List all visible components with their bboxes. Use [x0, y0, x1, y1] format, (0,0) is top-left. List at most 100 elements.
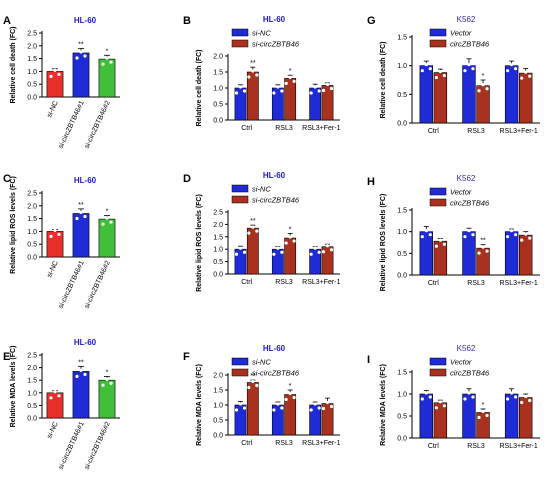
- replicate-dot: [309, 408, 313, 412]
- replicate-dot: [424, 63, 428, 67]
- y-axis-label: Relative lipid ROS levels (FC): [196, 194, 203, 292]
- x-tick-label: si-circZBTB46#1: [58, 260, 86, 310]
- legend-label: circZBTB46: [450, 40, 490, 49]
- significance-mark: *: [482, 73, 485, 80]
- legend: Vector circZBTB46: [429, 358, 490, 378]
- replicate-dot: [520, 238, 524, 242]
- replicate-dot: [53, 68, 57, 72]
- bar: [433, 72, 448, 124]
- replicate-dot: [514, 395, 518, 399]
- replicate-dot: [83, 372, 87, 376]
- bar: [519, 72, 533, 124]
- y-tick-label: 0.0: [397, 436, 407, 443]
- replicate-dot: [53, 390, 57, 394]
- x-tick-label: si-NC: [46, 100, 60, 119]
- bar: [98, 58, 116, 98]
- replicate-dot: [276, 246, 280, 250]
- x-tick-label: RSL3: [275, 125, 293, 132]
- replicate-dot: [280, 89, 284, 93]
- replicate-dot: [463, 235, 467, 239]
- panel-b: B HL-60 0.0 0.5 1.0 1.5 2.0 Relative cell death…: [183, 15, 341, 132]
- replicate-dot: [438, 69, 442, 74]
- bar: [246, 71, 259, 121]
- replicate-dot: [79, 210, 83, 215]
- replicate-dot: [321, 88, 326, 93]
- x-tick-label: Ctrl: [241, 125, 252, 132]
- replicate-dot: [329, 248, 334, 252]
- replicate-dot: [524, 232, 528, 236]
- y-tick-label: 1.5: [27, 378, 37, 385]
- replicate-dot: [53, 228, 57, 232]
- y-tick-label: 0.5: [397, 251, 407, 258]
- replicate-dot: [442, 242, 446, 246]
- legend-label: si-circZBTB46: [252, 40, 300, 49]
- replicate-dot: [109, 220, 113, 224]
- replicate-dot: [442, 404, 446, 408]
- replicate-dot: [255, 383, 259, 388]
- chart-title: HL-60: [263, 344, 286, 353]
- x-tick-label: RSL3+Fer-1: [500, 443, 538, 450]
- replicate-dot: [317, 250, 321, 254]
- replicate-dot: [438, 238, 442, 242]
- x-tick-label: RSL3: [275, 279, 293, 286]
- replicate-dot: [424, 229, 428, 233]
- panel-label: D: [183, 173, 191, 185]
- y-tick-label: 1.5: [213, 234, 223, 241]
- replicate-dot: [506, 397, 510, 401]
- x-tick-label: Ctrl: [241, 440, 252, 447]
- bar: [504, 393, 519, 439]
- legend-swatch: [231, 184, 249, 193]
- x-tick-label: Ctrl: [428, 280, 439, 287]
- y-tick-label: 1.0: [27, 69, 37, 76]
- y-axis-label: Relative MDA levels (FC): [196, 364, 203, 446]
- bar: [462, 65, 476, 124]
- panel-label: H: [367, 176, 375, 188]
- replicate-dot: [467, 229, 471, 233]
- legend-label: si-circZBTB46: [252, 196, 300, 205]
- replicate-dot: [105, 56, 109, 60]
- bar: [72, 52, 90, 98]
- replicate-dot: [75, 56, 79, 60]
- replicate-dot: [325, 400, 330, 405]
- replicate-dot: [247, 231, 251, 235]
- replicate-dot: [325, 82, 330, 87]
- replicate-dot: [420, 397, 424, 401]
- bar: [46, 231, 64, 258]
- legend-label: si-circZBTB46: [252, 369, 300, 378]
- x-tick-label: si-circZBTB46#2: [84, 100, 112, 150]
- x-tick-label: si-circZBTB46#1: [58, 100, 86, 150]
- replicate-dot: [321, 250, 326, 254]
- y-tick-label: 1.0: [397, 392, 407, 399]
- legend-swatch: [429, 39, 447, 48]
- x-tick-label: si-NC: [46, 421, 60, 440]
- y-tick-label: 0.5: [397, 414, 407, 421]
- x-tick-label: RSL3+Fer-1: [302, 440, 340, 447]
- replicate-dot: [272, 252, 276, 256]
- replicate-dot: [510, 391, 514, 395]
- replicate-dot: [520, 400, 524, 405]
- panel-d: D HL-60 0.0 0.5 1.0 1.5 2.0 2.5 Relative lipid R…: [183, 171, 341, 292]
- y-tick-label: 2.0: [213, 373, 223, 380]
- bar: [246, 227, 259, 275]
- panel-e: E HL-60 0.0 0.5 1.0 1.5 2.0 2.5 Relative MDA lev…: [3, 338, 120, 471]
- replicate-dot: [75, 216, 79, 221]
- legend-swatch: [231, 28, 249, 37]
- replicate-dot: [251, 69, 255, 73]
- significance-mark: **: [480, 238, 486, 245]
- y-tick-label: 0.0: [27, 255, 37, 262]
- y-tick-label: 0.5: [27, 242, 37, 249]
- replicate-dot: [428, 395, 432, 399]
- y-tick-label: 0.0: [213, 272, 223, 279]
- y-tick-label: 0.5: [397, 92, 407, 99]
- replicate-dot: [428, 67, 432, 71]
- y-tick-label: 1.5: [397, 370, 407, 377]
- replicate-dot: [101, 62, 105, 66]
- y-axis-label: Relative lipid ROS levels (FC): [10, 176, 17, 274]
- replicate-dot: [485, 87, 489, 91]
- replicate-dot: [434, 75, 438, 80]
- y-tick-label: 1.5: [27, 216, 37, 223]
- replicate-dot: [506, 69, 510, 73]
- replicate-dot: [242, 406, 247, 410]
- replicate-dot: [471, 233, 475, 237]
- y-axis-label: Relative MDA levels (FC): [10, 346, 17, 428]
